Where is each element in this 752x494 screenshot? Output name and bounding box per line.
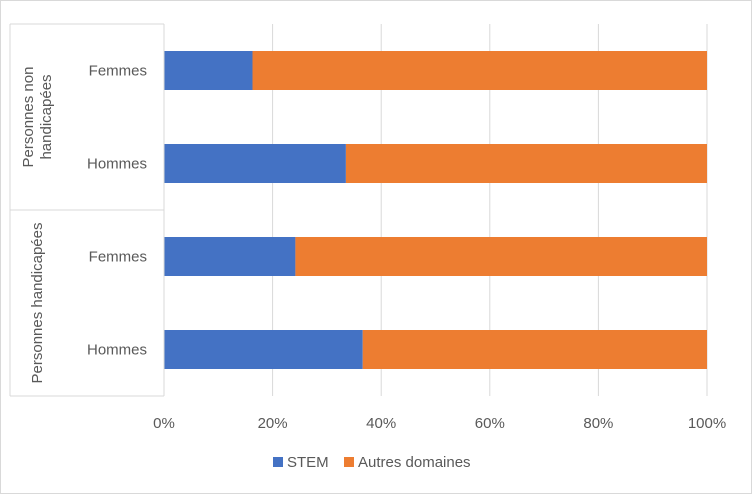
group-label: Personnes nonhandicapées — [20, 67, 55, 168]
x-tick-labels: 0% 20% 40% 60% 80% 100% — [153, 415, 726, 432]
legend-swatch-stem — [273, 457, 283, 467]
x-tick-label: 100% — [688, 415, 726, 432]
legend-label: STEM — [287, 454, 329, 471]
bar-autres-domaines — [345, 144, 707, 183]
category-axis — [9, 23, 165, 397]
category-label: Hommes — [87, 342, 147, 359]
category-labels: Femmes Hommes Femmes Hommes — [87, 63, 147, 359]
group-labels: Personnes nonhandicapées Personnes handic… — [20, 67, 55, 384]
bar-autres-domaines — [295, 237, 707, 276]
bar-autres-domaines — [252, 51, 707, 90]
category-label: Femmes — [89, 63, 147, 80]
bar-autres-domaines — [362, 330, 707, 369]
bar-stem — [164, 330, 363, 369]
group-label: Personnes handicapées — [29, 223, 46, 384]
x-tick-label: 80% — [583, 415, 613, 432]
x-tick-label: 0% — [153, 415, 175, 432]
category-label: Hommes — [87, 156, 147, 173]
x-tick-label: 60% — [475, 415, 505, 432]
category-label: Femmes — [89, 249, 147, 266]
x-tick-label: 20% — [258, 415, 288, 432]
legend: STEM Autres domaines — [273, 454, 471, 471]
legend-swatch-autres-domaines — [344, 457, 354, 467]
x-tick-label: 40% — [366, 415, 396, 432]
bars — [164, 51, 707, 369]
bar-stem — [164, 51, 253, 90]
bar-stem — [164, 237, 296, 276]
legend-label: Autres domaines — [358, 454, 471, 471]
bar-stem — [164, 144, 346, 183]
